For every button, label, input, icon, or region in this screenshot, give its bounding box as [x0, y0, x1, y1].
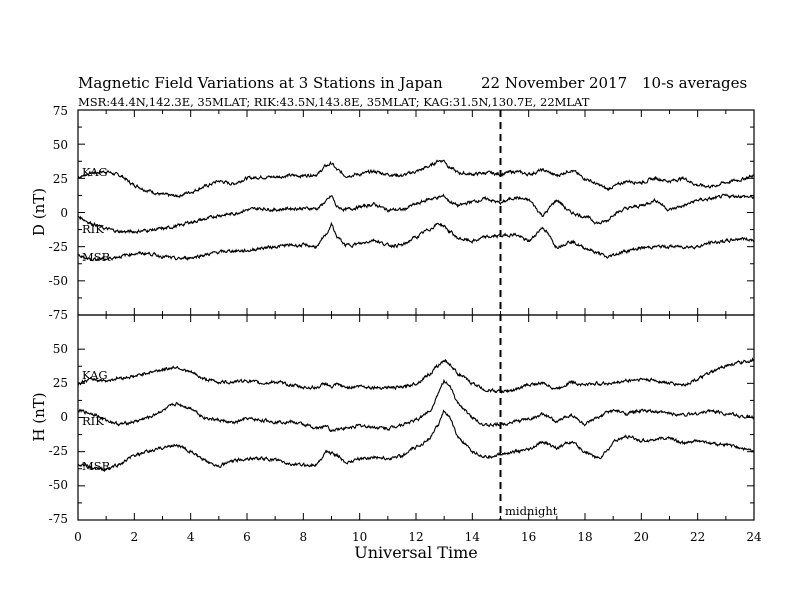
d-panel-frame: [77, 109, 755, 316]
x-tick-label: 24: [746, 530, 762, 544]
d-ytick-label: 75: [53, 104, 68, 118]
chart-title: Magnetic Field Variations at 3 Stations …: [78, 74, 443, 92]
x-tick-label: 0: [74, 530, 82, 544]
x-axis-title: Universal Time: [354, 543, 477, 562]
h-ytick-label: -25: [49, 444, 68, 458]
series-line-msr: [77, 409, 755, 472]
h-series-label-msr: MSR: [82, 459, 111, 473]
x-tick-label: 16: [521, 530, 536, 544]
x-tick-label: 20: [634, 530, 649, 544]
x-tick-label: 14: [465, 530, 481, 544]
x-tick-label: 2: [130, 530, 138, 544]
h-ytick-label: -50: [49, 478, 68, 492]
d-ytick-label: -25: [49, 240, 68, 254]
series-line-kag: [77, 159, 755, 199]
h-panel-frame: [77, 314, 755, 521]
chart-averaging: 10-s averages: [642, 74, 747, 92]
x-tick-label: 12: [408, 530, 423, 544]
d-series-label-msr: MSR: [82, 250, 111, 264]
h-ytick-label: 25: [53, 376, 68, 390]
chart-subtitle: MSR:44.4N,142.3E, 35MLAT; RIK:43.5N,143.…: [78, 95, 590, 109]
d-ytick-label: 0: [60, 206, 68, 220]
h-ytick-label: 50: [53, 342, 68, 356]
series-line-msr: [77, 221, 755, 262]
midnight-label: midnight: [505, 504, 558, 518]
x-tick-label: 8: [299, 530, 307, 544]
d-ytick-label: 50: [53, 138, 68, 152]
d-ytick-label: 25: [53, 172, 68, 186]
series-line-rik: [77, 378, 755, 433]
h-ytick-label: -75: [49, 512, 68, 526]
x-tick-label: 10: [352, 530, 367, 544]
h-series-label-rik: RIK: [82, 414, 104, 428]
x-tick-label: 22: [690, 530, 705, 544]
chart-date: 22 November 2017: [481, 74, 627, 92]
x-tick-label: 4: [187, 530, 195, 544]
h-ytick-label: 0: [60, 410, 68, 424]
d-series-label-rik: RIK: [82, 222, 104, 236]
x-tick-label: 18: [577, 530, 592, 544]
d-ytick-label: -50: [49, 274, 68, 288]
x-tick-label: 6: [243, 530, 251, 544]
h-panel-ylabel: H (nT): [30, 392, 48, 441]
series-line-kag: [77, 357, 754, 394]
chart-marks: [77, 109, 755, 521]
series-line-rik: [77, 193, 755, 235]
d-panel-ylabel: D (nT): [30, 188, 48, 236]
d-ytick-label: -75: [49, 308, 68, 322]
